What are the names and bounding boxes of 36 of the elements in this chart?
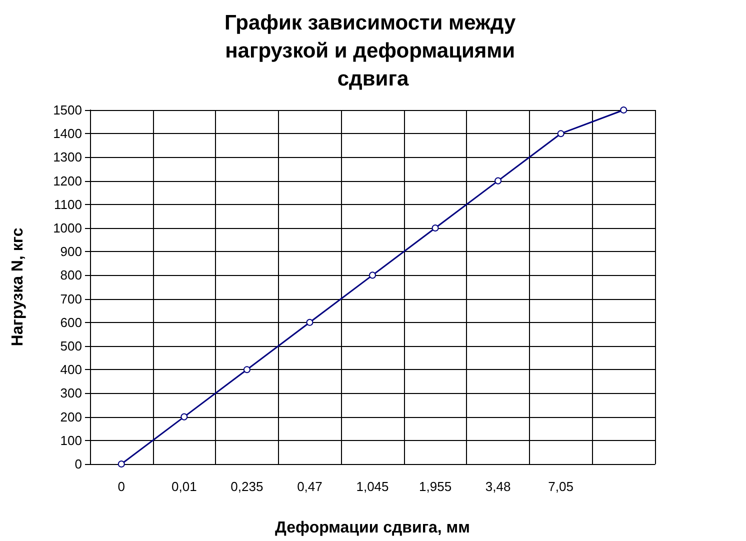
y-tick-label: 1500 — [53, 102, 82, 118]
point — [432, 224, 439, 232]
point — [180, 413, 188, 420]
x-tick-label: 0,235 — [230, 479, 264, 494]
x-tick-label: 0 — [118, 479, 126, 494]
y-tick-label: 1300 — [53, 150, 82, 165]
y-tick-label: 800 — [60, 268, 82, 283]
point — [557, 130, 564, 138]
x-tick-label: 7,05 — [548, 479, 574, 494]
y-tick-label: 1400 — [53, 126, 82, 142]
x-tick-label: 0,47 — [297, 479, 322, 494]
y-tick-label: 400 — [60, 362, 82, 378]
y-tick-label: 1000 — [53, 220, 82, 236]
chart-title: График зависимости между нагрузкой и деформациями сдвига — [224, 12, 522, 90]
y-tick-label: 600 — [60, 314, 82, 330]
y-tick-label: 300 — [60, 386, 82, 401]
x-tick-label: 3,48 — [485, 479, 511, 494]
point — [243, 366, 250, 374]
y-tick-label: 1200 — [53, 173, 82, 188]
point — [620, 106, 628, 114]
point — [369, 272, 376, 279]
y-tick-label: 500 — [60, 338, 82, 354]
y-tick-label: 100 — [60, 432, 82, 448]
y-tick-label: 1100 — [54, 196, 82, 212]
point — [494, 177, 502, 184]
x-axis-title: Деформации сдвига, мм — [275, 520, 470, 536]
point — [306, 318, 314, 326]
point — [118, 460, 125, 468]
y-tick-label: 700 — [60, 291, 82, 306]
x-tick-label: 1,955 — [419, 479, 452, 494]
y-tick-label: 200 — [60, 409, 82, 424]
x-tick-label: 0,01 — [172, 479, 197, 494]
y-tick-label: 0 — [74, 456, 82, 472]
x-tick-label: 1,045 — [356, 479, 389, 494]
y-axis-title: Нагрузка N, кгс — [10, 228, 26, 346]
y-tick-label: 900 — [60, 244, 82, 260]
